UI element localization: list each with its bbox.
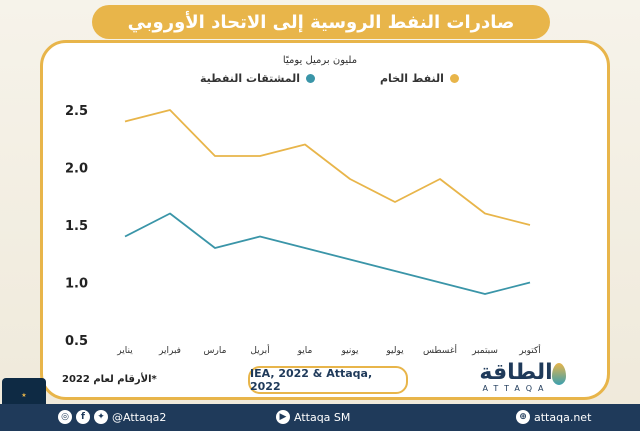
series-line-0 bbox=[124, 109, 531, 226]
source-label: IEA, 2022 & Attaqa, 2022 bbox=[248, 366, 408, 394]
footer-youtube[interactable]: ▶ Attaqa SM bbox=[276, 410, 350, 424]
chart-title: صادرات النفط الروسية إلى الاتحاد الأوروب… bbox=[127, 11, 515, 33]
y-axis-unit-label: مليون برميل يوميًا bbox=[282, 55, 358, 66]
footer-social[interactable]: ◎ f ✦ @Attaqa2 bbox=[58, 410, 166, 424]
legend-item-products: المشتقات النفطية bbox=[200, 72, 316, 85]
globe-icon: ⊕ bbox=[516, 410, 530, 424]
facebook-icon: f bbox=[76, 410, 90, 424]
drop-icon bbox=[552, 363, 566, 385]
x-tick-label: أبريل bbox=[250, 344, 269, 356]
instagram-icon: ◎ bbox=[58, 410, 72, 424]
y-tick-label: 1.0 bbox=[65, 277, 88, 292]
title-banner: صادرات النفط الروسية إلى الاتحاد الأوروب… bbox=[92, 5, 550, 39]
x-tick-label: أغسطس bbox=[423, 344, 457, 356]
x-tick-label: فبراير bbox=[158, 346, 181, 356]
x-tick-label: أكتوبر bbox=[518, 344, 541, 356]
series-line-1 bbox=[124, 212, 531, 295]
logo-latin: ATTAQA bbox=[482, 383, 550, 393]
x-tick-label: يوليو bbox=[385, 346, 404, 356]
website-label: attaqa.net bbox=[534, 410, 592, 424]
legend-item-crude: النفط الخام bbox=[380, 72, 459, 85]
x-tick-label: سبتمبر bbox=[471, 346, 498, 356]
youtube-icon: ▶ bbox=[276, 410, 290, 424]
legend-dot-products bbox=[306, 74, 316, 83]
chart-card bbox=[40, 40, 610, 400]
footer-bar: ◎ f ✦ @Attaqa2 ▶ Attaqa SM ⊕ attaqa.net bbox=[0, 404, 640, 431]
y-tick-label: 0.5 bbox=[65, 334, 88, 349]
x-tick-label: مايو bbox=[297, 346, 313, 356]
youtube-handle: Attaqa SM bbox=[294, 410, 351, 424]
x-tick-label: يونيو bbox=[340, 346, 359, 356]
legend-label-crude: النفط الخام bbox=[380, 72, 444, 85]
logo-arabic: الطاقة bbox=[479, 359, 553, 385]
y-tick-label: 2.5 bbox=[65, 104, 88, 119]
y-tick-label: 1.5 bbox=[65, 219, 88, 234]
legend-label-products: المشتقات النفطية bbox=[200, 72, 301, 85]
x-tick-label: يناير bbox=[116, 346, 133, 356]
attaqa-logo: الطاقة ATTAQA bbox=[466, 357, 566, 397]
social-handle: @Attaqa2 bbox=[112, 410, 167, 424]
twitter-icon: ✦ bbox=[94, 410, 108, 424]
footnote: *الأرقام لعام 2022 bbox=[62, 374, 157, 385]
footer-website[interactable]: ⊕ attaqa.net bbox=[516, 410, 591, 424]
legend-dot-crude bbox=[449, 74, 459, 83]
y-tick-label: 2.0 bbox=[65, 162, 88, 177]
x-tick-label: مارس bbox=[204, 346, 227, 356]
